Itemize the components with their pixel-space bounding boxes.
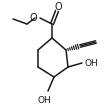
Text: OH: OH [84, 58, 98, 67]
Text: OH: OH [37, 96, 51, 105]
Text: O: O [29, 13, 37, 23]
Text: O: O [54, 2, 62, 12]
